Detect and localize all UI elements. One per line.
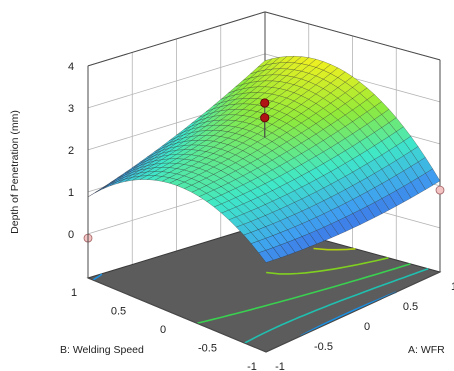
response-surface: [87, 56, 441, 263]
contour-line: [313, 247, 356, 251]
front-frame: [87, 65, 441, 353]
x-tick-label: 0: [364, 321, 370, 333]
design-point: [435, 185, 445, 195]
contour-line: [92, 273, 397, 337]
y-tick-label: -1: [247, 361, 257, 371]
back-grid-line: [87, 53, 266, 109]
back-edge: [264, 11, 441, 61]
floor-contours: [92, 247, 429, 344]
x-tick-label: 1: [451, 281, 454, 293]
floor-edge: [87, 277, 267, 353]
z-tick-label: 2: [68, 145, 74, 157]
floor-edge: [265, 271, 441, 353]
points-above-surface: [260, 98, 270, 138]
x-tick-label: 0.5: [403, 301, 418, 313]
design-point: [260, 113, 270, 123]
y-tick-label: 0.5: [111, 306, 126, 318]
contour-line: [244, 268, 429, 344]
y-axis-title: B: Welding Speed: [60, 344, 144, 356]
y-tick-label: -0.5: [198, 343, 217, 355]
back-edge: [87, 11, 266, 67]
contour-line: [196, 263, 411, 325]
z-tick-label: 3: [68, 103, 74, 115]
z-tick-label: 0: [68, 229, 74, 241]
z-tick-label: 4: [68, 61, 74, 73]
tick-labels: 0 1 2 3 4 -1 -0.5 0 0.5 1 -1 -0.5 0 0.5 1: [68, 61, 454, 371]
z-tick-label: 1: [68, 187, 74, 199]
surface-cell: [258, 250, 274, 263]
x-tick-label: -0.5: [314, 341, 333, 353]
z-axis-title: Depth of Penetration (mm): [9, 110, 21, 234]
x-tick-label: -1: [275, 361, 285, 371]
y-tick-label: 1: [71, 287, 77, 299]
contour-line: [266, 257, 389, 275]
y-tick-label: 0: [160, 324, 166, 336]
design-point: [260, 98, 270, 108]
x-axis-title: A: WFR: [408, 344, 445, 356]
